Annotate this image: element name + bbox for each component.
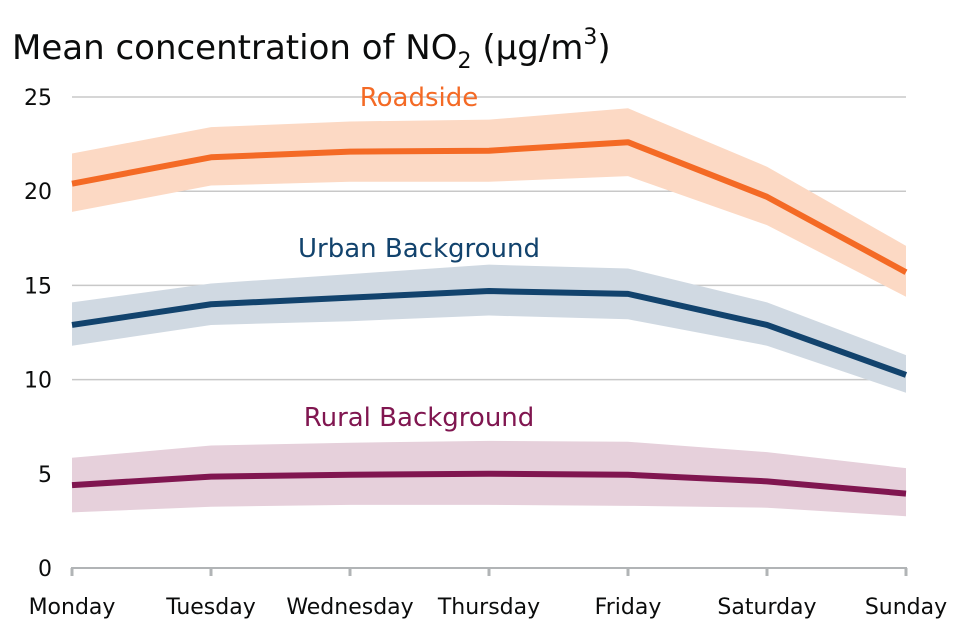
series-label: Rural Background <box>304 403 535 433</box>
confidence-band <box>72 264 906 393</box>
x-tick-label: Thursday <box>437 595 540 620</box>
confidence-band <box>72 440 906 517</box>
series-labels: Roadside Urban Background Rural Background <box>298 83 540 433</box>
series-lines <box>71 139 908 497</box>
chart-title: Mean concentration of NO2 (µg/m3) <box>12 25 611 74</box>
series-line <box>71 288 908 378</box>
y-tick-label: 20 <box>24 180 52 205</box>
x-tick-label: Tuesday <box>165 595 256 620</box>
series-label: Roadside <box>360 83 479 113</box>
x-tick-label: Wednesday <box>286 595 413 620</box>
x-tick-label: Sunday <box>865 595 947 620</box>
y-tick-label: 25 <box>24 86 52 111</box>
x-tick-label: Friday <box>595 595 662 620</box>
series-line <box>71 139 908 275</box>
y-tick-label: 10 <box>24 369 52 394</box>
series-line <box>71 470 907 497</box>
y-tick-label: 0 <box>38 557 52 582</box>
y-tick-label: 5 <box>38 463 52 488</box>
y-axis-tick-labels: 0 5 10 15 20 25 <box>24 86 52 582</box>
confidence-bands <box>72 108 906 517</box>
series-label: Urban Background <box>298 234 540 264</box>
x-tick-label: Saturday <box>717 595 816 620</box>
y-tick-label: 15 <box>24 274 52 299</box>
x-axis: Monday Tuesday Wednesday Thursday Friday Satu… <box>29 567 947 620</box>
x-tick-label: Monday <box>29 595 116 620</box>
